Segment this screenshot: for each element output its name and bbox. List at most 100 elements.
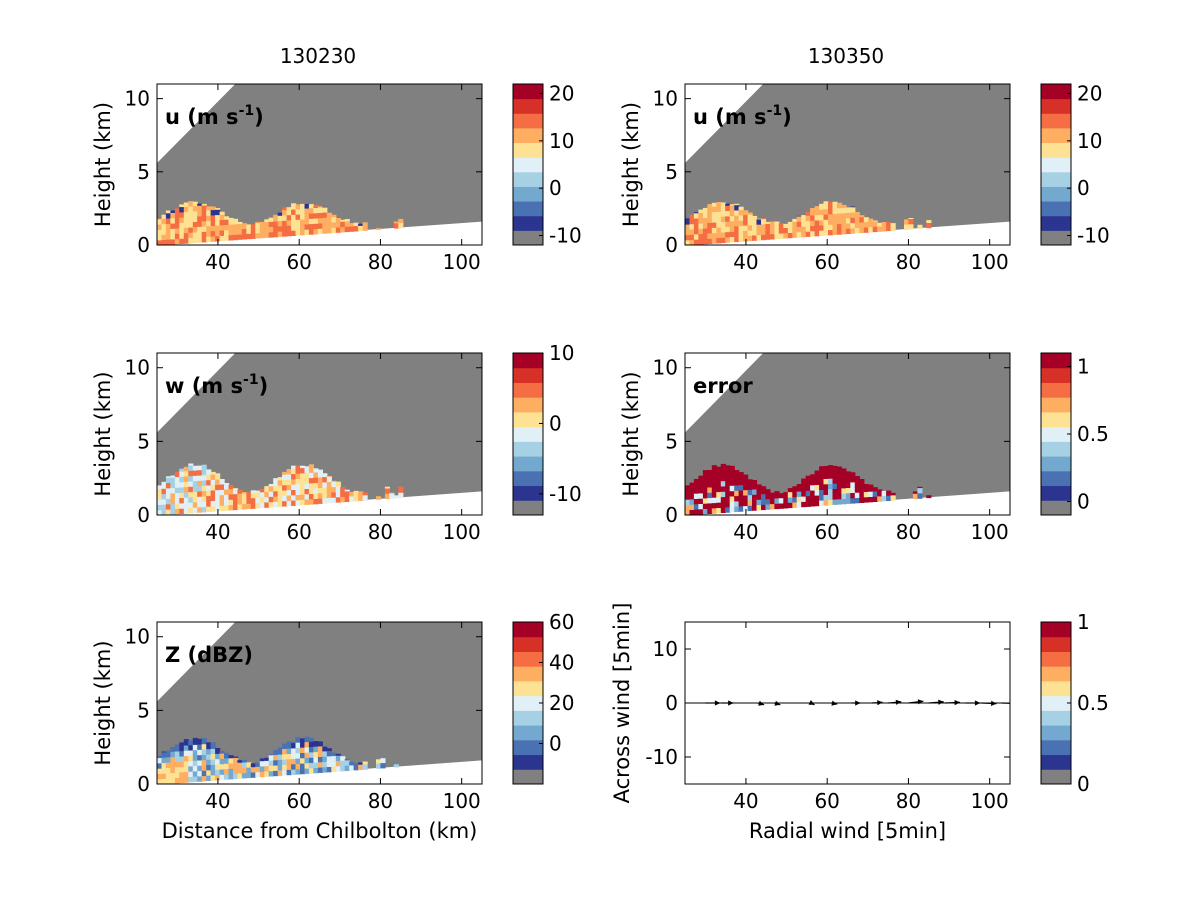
echo-cell <box>277 231 283 237</box>
echo-cell <box>877 495 883 502</box>
echo-cell <box>805 215 811 222</box>
echo-cell <box>317 222 323 229</box>
echo-cell <box>201 738 207 739</box>
echo-cell <box>711 237 717 244</box>
colorbar-tick-label: 20 <box>1077 81 1102 105</box>
echo-cell <box>259 232 265 239</box>
x-tick-label: 60 <box>286 520 311 544</box>
echo-cell <box>308 464 314 468</box>
echo-cell <box>796 221 802 227</box>
echo-cell <box>841 204 847 208</box>
echo-cell <box>286 214 292 221</box>
colorbar-swatch <box>513 98 543 114</box>
echo-cell <box>707 227 713 234</box>
echo-cell <box>295 489 301 495</box>
echo-cell <box>917 486 923 489</box>
panel-label-main: Z (dBZ) <box>165 643 253 667</box>
echo-cell <box>814 209 820 216</box>
colorbar-tick-label: -10 <box>549 224 582 248</box>
echo-cell <box>282 214 288 221</box>
echo-cell <box>282 759 288 765</box>
wind-arrow-head <box>808 700 815 705</box>
echo-cell <box>241 223 247 229</box>
echo-cell <box>255 222 261 228</box>
echo-cell <box>286 769 292 776</box>
echo-cell <box>161 767 167 774</box>
echo-cell <box>685 223 691 230</box>
echo-cell <box>801 490 807 497</box>
echo-cell <box>774 222 780 229</box>
echo-cell <box>286 748 292 754</box>
echo-cell <box>277 754 283 760</box>
echo-cell <box>711 465 717 472</box>
echo-cell <box>832 472 838 479</box>
echo-cell <box>273 478 279 481</box>
echo-cell <box>291 763 297 770</box>
echo-cell <box>832 223 838 230</box>
echo-cell <box>716 507 722 514</box>
x-tick-label: 40 <box>205 789 230 813</box>
echo-cell <box>215 473 221 475</box>
echo-cell <box>201 226 207 232</box>
echo-cell <box>317 498 323 504</box>
echo-cell <box>322 481 328 488</box>
echo-cell <box>734 220 740 227</box>
echo-cell <box>778 497 784 504</box>
echo-cell <box>170 238 176 245</box>
echo-cell <box>796 215 802 217</box>
echo-cell <box>241 228 247 235</box>
echo-cell <box>698 212 704 219</box>
colorbar-swatch <box>1041 441 1071 457</box>
echo-cell <box>192 475 198 482</box>
echo-cell <box>814 230 820 237</box>
echo-cell <box>756 499 762 506</box>
echo-cell <box>317 471 323 478</box>
echo-cell <box>693 479 699 484</box>
echo-cell <box>841 477 847 484</box>
echo-cell <box>295 467 301 474</box>
panel-label-main: w (m s <box>165 374 243 398</box>
colorbar-tick-label: 0.5 <box>1077 691 1109 715</box>
echo-cell <box>729 220 735 227</box>
echo-cell <box>246 497 252 504</box>
echo-cell <box>322 217 328 224</box>
echo-cell <box>273 496 279 502</box>
echo-cell <box>277 225 283 232</box>
echo-cell <box>317 206 323 208</box>
echo-cell <box>174 227 180 234</box>
echo-cell <box>210 743 216 749</box>
echo-cell <box>179 211 185 218</box>
echo-cell <box>304 762 310 769</box>
echo-cell <box>317 745 323 752</box>
echo-cell <box>845 476 851 483</box>
echo-cell <box>250 763 256 768</box>
echo-cell <box>756 224 762 230</box>
echo-cell <box>295 752 301 759</box>
echo-cell <box>268 754 274 761</box>
echo-cell <box>881 222 887 227</box>
echo-cell <box>157 234 163 241</box>
echo-cell <box>326 755 332 762</box>
echo-cell <box>183 216 189 223</box>
echo-cell <box>304 746 310 753</box>
echo-cell <box>268 760 274 766</box>
colorbar-swatch <box>513 470 543 487</box>
echo-cell <box>344 759 350 761</box>
echo-cell <box>192 216 198 222</box>
echo-cell <box>685 218 691 225</box>
echo-cell <box>836 213 842 219</box>
echo-cell <box>188 765 194 772</box>
echo-cell <box>814 479 820 485</box>
echo-cell <box>237 493 243 500</box>
echo-cell <box>393 764 399 768</box>
echo-cell <box>716 491 722 498</box>
echo-cell <box>841 212 847 219</box>
panel-label: error <box>693 374 753 398</box>
echo-cell <box>326 748 332 751</box>
echo-cell <box>170 210 176 213</box>
echo-cell <box>295 483 301 490</box>
echo-cell <box>308 757 314 763</box>
echo-cell <box>322 492 328 499</box>
echo-cell <box>241 503 247 510</box>
echo-cell <box>165 750 171 753</box>
